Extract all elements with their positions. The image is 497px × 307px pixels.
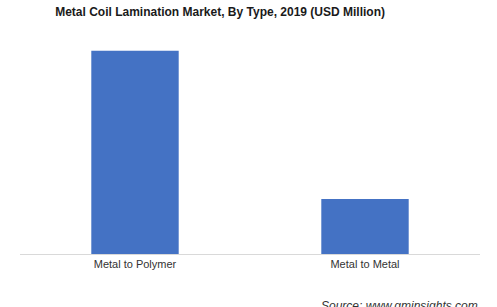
svg-text:Metal Coil Lamination Market,: Metal Coil Lamination Market, By Type, 2… (55, 5, 385, 19)
svg-text:Source: www.gminsights.com: Source: www.gminsights.com (321, 299, 478, 307)
svg-text:Metal to Metal: Metal to Metal (330, 258, 399, 270)
svg-text:Metal to Polymer: Metal to Polymer (94, 258, 177, 270)
